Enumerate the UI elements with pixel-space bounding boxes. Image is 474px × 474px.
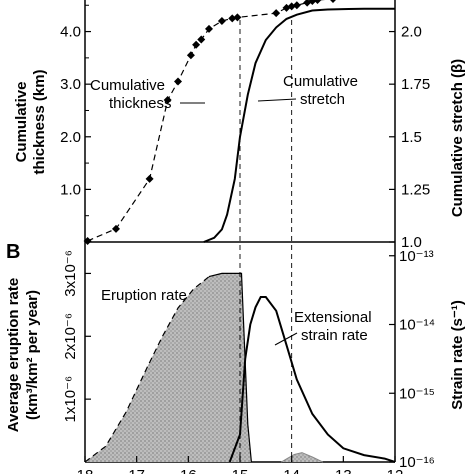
- panel-a-ylabel-line2: thickness (km): [31, 69, 48, 174]
- panel-a-ylabel-right: Cumulative stretch (β): [449, 59, 466, 217]
- panel-a-left-tick-label: 2.0: [60, 129, 81, 146]
- panel-b-x-tick-label: 18: [77, 467, 94, 474]
- annot-strain-line1: Extensional: [294, 309, 372, 326]
- annot-eruption: Eruption rate: [101, 287, 187, 304]
- cumulative-thickness-point: [174, 77, 182, 86]
- panel-b-left-tick-label: 3x10⁻⁶: [62, 250, 79, 297]
- panel-b-left-tick-label: 2x10⁻⁶: [62, 313, 79, 360]
- panel-a-right-tick-label: 1.5: [401, 129, 422, 146]
- cumulative-thickness-point: [330, 0, 336, 3]
- panel-b-right-tick-label: 10⁻¹⁵: [399, 385, 435, 402]
- cumulative-thickness-point: [233, 13, 242, 22]
- panel-b-right-ticks: 10⁻¹⁶ 10⁻¹⁵ 10⁻¹⁴ 10⁻¹³: [389, 248, 435, 471]
- cumulative-thickness-point: [197, 35, 206, 44]
- eruption-rate-edge: [208, 272, 252, 463]
- cumulative-thickness-point: [228, 14, 237, 23]
- panel-b-ylabel-line1: Average eruption rate: [5, 278, 22, 433]
- annot-stretch-line2: stretch: [300, 91, 345, 108]
- panel-b-ylabel-line2: (km³/km² per year): [24, 290, 41, 420]
- panel-a-ylabel-line1: Cumulative: [13, 82, 30, 163]
- cumulative-thickness-point: [282, 3, 291, 12]
- cumulative-thickness-point: [287, 2, 296, 11]
- panel-b-ylabel-right: Strain rate (s⁻¹): [449, 300, 466, 410]
- panel-b-series: [84, 272, 396, 463]
- cumulative-thickness-point: [192, 40, 201, 49]
- cumulative-thickness-point: [205, 24, 213, 33]
- cumulative-thickness-point: [112, 224, 120, 233]
- cumulative-thickness-point: [217, 17, 226, 26]
- strain-rate-line: [228, 296, 396, 463]
- panel-b-left-ticks: 1x10⁻⁶ 2x10⁻⁶ 3x10⁻⁶: [62, 250, 91, 422]
- annot-stretch-leader: [257, 98, 297, 102]
- annot-strain-line2: strain rate: [301, 327, 368, 344]
- cumulative-thickness-point: [163, 95, 172, 104]
- panel-b-x-tick-label: 12: [387, 467, 404, 474]
- cumulative-thickness-point: [186, 51, 195, 60]
- time-guides: [239, 20, 293, 462]
- panel-b-left-tick-label: 1x10⁻⁶: [62, 376, 79, 423]
- panel-a-right-tick-label: 1.0: [401, 234, 422, 251]
- panel-a-left-tick-label: 4.0: [60, 24, 81, 41]
- panel-b-x-tick-label: 17: [128, 467, 145, 474]
- panel-a: 1.0 2.0 3.0 4.0 1.0 1.25 1.5 1.75 2.0 Cumulativ…: [13, 0, 466, 251]
- panel-b-right-tick-label: 10⁻¹³: [399, 248, 434, 265]
- panel-a-left-tick-label: 1.0: [60, 181, 81, 198]
- panel-a-right-tick-label: 1.75: [401, 76, 430, 93]
- panel-b-right-tick-label: 10⁻¹⁴: [399, 317, 435, 334]
- eruption-rate-edge-dashed: [84, 276, 210, 463]
- cumulative-thickness-point: [308, 0, 317, 6]
- annot-thickness-line1: Cumulative: [90, 77, 165, 94]
- panel-a-left-tick-label: 3.0: [60, 76, 81, 93]
- panel-a-right-tick-label: 1.25: [401, 181, 430, 198]
- panel-b-x-tick-label: 14: [283, 467, 300, 474]
- panel-b-x-tick-label: 15: [232, 467, 249, 474]
- annot-stretch-line1: Cumulative: [283, 73, 358, 90]
- annot-thickness-line2: thickness: [109, 95, 172, 112]
- cumulative-stretch-line: [203, 7, 395, 243]
- panel-a-series: [83, 0, 395, 245]
- panel-a-right-ticks: 1.0 1.25 1.5 1.75 2.0: [389, 24, 430, 251]
- cumulative-thickness-point: [145, 174, 154, 183]
- cumulative-thickness-point: [313, 0, 322, 4]
- annot-strain-leader: [274, 332, 298, 346]
- panel-a-left-ticks: 1.0 2.0 3.0 4.0: [60, 4, 91, 217]
- eruption-rate-area: [85, 273, 323, 462]
- panel-b-x-tick-label: 13: [335, 467, 352, 474]
- panel-a-right-tick-label: 2.0: [401, 24, 422, 41]
- panel-b-x-tick-label: 16: [180, 467, 197, 474]
- cumulative-thickness-point: [272, 9, 281, 18]
- panel-b-right-tick-label: 10⁻¹⁶: [399, 454, 435, 471]
- panel-b-letter: B: [6, 241, 20, 263]
- eruption-rate-small-lobe-edge: [281, 452, 323, 463]
- cumulative-thickness-point: [292, 1, 301, 10]
